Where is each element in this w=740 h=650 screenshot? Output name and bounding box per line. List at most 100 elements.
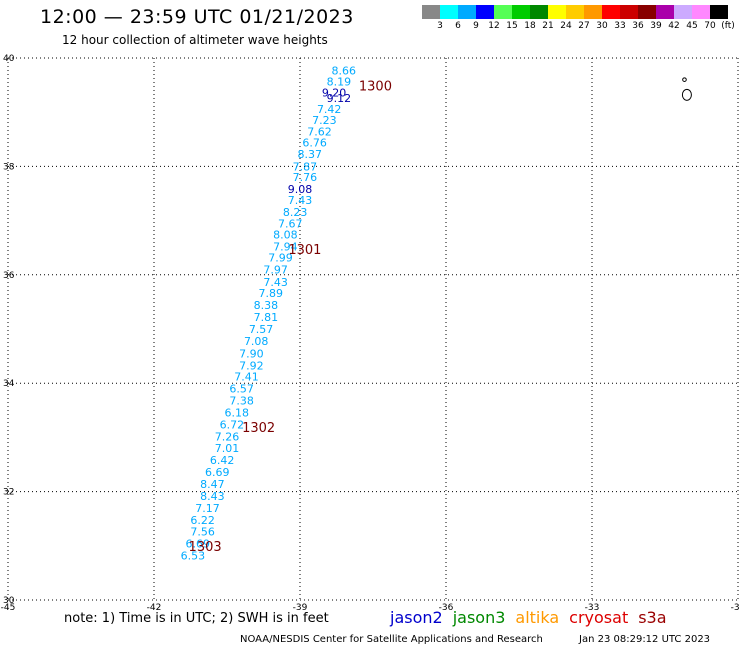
wave-height-value: 7.56 — [190, 526, 215, 539]
pass-time-label: 1300 — [359, 80, 392, 95]
wave-height-value: 7.43 — [288, 194, 313, 207]
wave-height-value: 7.62 — [307, 126, 332, 139]
legend-swatch — [530, 5, 548, 19]
wave-height-value: 9.08 — [288, 183, 313, 196]
legend-label: 15 — [506, 21, 518, 31]
wave-height-value: 9.20 — [322, 87, 347, 100]
legend-label: 6 — [455, 21, 461, 31]
wave-height-value: 7.81 — [254, 311, 279, 324]
legend-label: 45 — [686, 21, 698, 31]
wave-height-value: 7.41 — [234, 371, 259, 384]
legend-swatch — [566, 5, 584, 19]
islands — [681, 77, 692, 101]
wave-height-value: 6.42 — [210, 454, 235, 467]
wave-height-value: 7.08 — [244, 335, 269, 348]
wave-height-value: 6.57 — [229, 383, 254, 396]
legend-label: 70 — [704, 21, 716, 31]
lat-tick-label: 40 — [3, 54, 15, 64]
wave-height-value: 6.22 — [190, 514, 215, 527]
satellite-jason3: jason3 — [452, 608, 506, 627]
wave-height-value: 7.89 — [259, 287, 284, 300]
wave-height-value: 6.53 — [181, 550, 206, 563]
wave-height-value: 6.18 — [224, 406, 249, 419]
lon-tick-label: -30 — [731, 603, 740, 613]
island-outline — [681, 88, 692, 101]
credit-text: NOAA/NESDIS Center for Satellite Applica… — [240, 634, 543, 645]
island-outline — [682, 77, 687, 82]
footer-note: note: 1) Time is in UTC; 2) SWH is in fe… — [64, 611, 329, 626]
legend-label: 12 — [488, 21, 500, 31]
wave-height-value: 7.38 — [229, 395, 254, 408]
lon-tick-label: -33 — [585, 603, 600, 613]
pass-times: 1300 1301 1302 1303 — [189, 80, 392, 555]
lat-tick-label: 38 — [3, 162, 15, 172]
color-legend-labels: 3 6 9 12 15 18 21 24 27 30 33 36 39 42 45 70 (ft) — [422, 21, 740, 35]
lon-tick-label: -42 — [147, 603, 162, 613]
pass-time-label: 1302 — [242, 421, 275, 436]
lat-tick-label: 34 — [3, 379, 15, 389]
lon-tick-label: -39 — [293, 603, 308, 613]
legend-label: 9 — [473, 21, 479, 31]
wave-height-value: 7.92 — [239, 359, 264, 372]
wave-height-value: 8.38 — [254, 299, 279, 312]
wave-height-value: 7.26 — [215, 430, 240, 443]
wave-height-value: 7.87 — [293, 160, 318, 173]
wave-height-value: 8.19 — [327, 75, 352, 88]
pass-time-label: 1303 — [189, 540, 222, 555]
wave-height-value: 8.43 — [200, 490, 225, 503]
page-title: 12:00 — 23:59 UTC 01/21/2023 — [40, 6, 354, 28]
legend-swatch — [422, 5, 440, 19]
legend-label: 42 — [668, 21, 680, 31]
wave-height-value: 7.94 — [273, 241, 298, 254]
wave-height-value: 7.43 — [263, 276, 288, 289]
legend-swatch — [674, 5, 692, 19]
wave-height-value: 7.42 — [317, 103, 342, 116]
legend-swatch — [584, 5, 602, 19]
wave-height-value: 7.99 — [268, 251, 293, 264]
wave-height-value: 8.47 — [200, 478, 225, 491]
wave-height-value: 7.90 — [239, 347, 264, 360]
lat-tick-label: 30 — [3, 596, 15, 606]
legend-swatch — [602, 5, 620, 19]
satellite-altika: altika — [515, 608, 560, 627]
observations: 8.668.199.209.127.427.237.626.768.377.87… — [181, 64, 356, 562]
legend-label: 33 — [614, 21, 626, 31]
wave-height-value: 6.76 — [302, 137, 327, 150]
legend-swatch — [476, 5, 494, 19]
legend-label: 36 — [632, 21, 644, 31]
satellite-legend: jason2 jason3 altika cryosat s3a — [390, 608, 677, 627]
legend-swatch — [710, 5, 728, 19]
legend-swatch — [458, 5, 476, 19]
wave-height-value: 7.01 — [215, 442, 240, 455]
legend-swatch — [512, 5, 530, 19]
legend-label: 30 — [596, 21, 608, 31]
color-legend — [422, 5, 728, 19]
legend-label: 18 — [524, 21, 536, 31]
lat-tick-label: 36 — [3, 271, 15, 281]
wave-height-value: 8.37 — [297, 148, 322, 161]
lat-tick-label: 32 — [3, 488, 14, 498]
legend-swatch — [548, 5, 566, 19]
satellite-cryosat: cryosat — [569, 608, 629, 627]
legend-label: 3 — [437, 21, 443, 31]
lon-tick-label: -45 — [1, 603, 16, 613]
wave-height-value: 7.67 — [278, 217, 303, 230]
map-tick-labels: -45 -42 -39 -36 -33 -30 40 38 36 34 32 30 — [1, 54, 740, 613]
wave-height-value: 9.12 — [327, 92, 352, 105]
pass-time-label: 1301 — [288, 243, 321, 258]
legend-label: 21 — [542, 21, 554, 31]
wave-height-value: 8.23 — [283, 206, 308, 219]
wave-height-value: 6.69 — [205, 466, 230, 479]
lon-tick-label: -36 — [439, 603, 454, 613]
wave-height-value: 8.66 — [332, 64, 357, 77]
legend-label: (ft) — [721, 21, 735, 31]
legend-swatch — [638, 5, 656, 19]
legend-swatch — [620, 5, 638, 19]
wave-height-value: 7.97 — [263, 263, 288, 276]
wave-height-value: 7.17 — [195, 502, 220, 515]
map-grid — [7, 57, 739, 601]
wave-height-value: 8.08 — [273, 229, 298, 242]
satellite-s3a: s3a — [638, 608, 667, 627]
page-subtitle: 12 hour collection of altimeter wave hei… — [62, 33, 328, 47]
